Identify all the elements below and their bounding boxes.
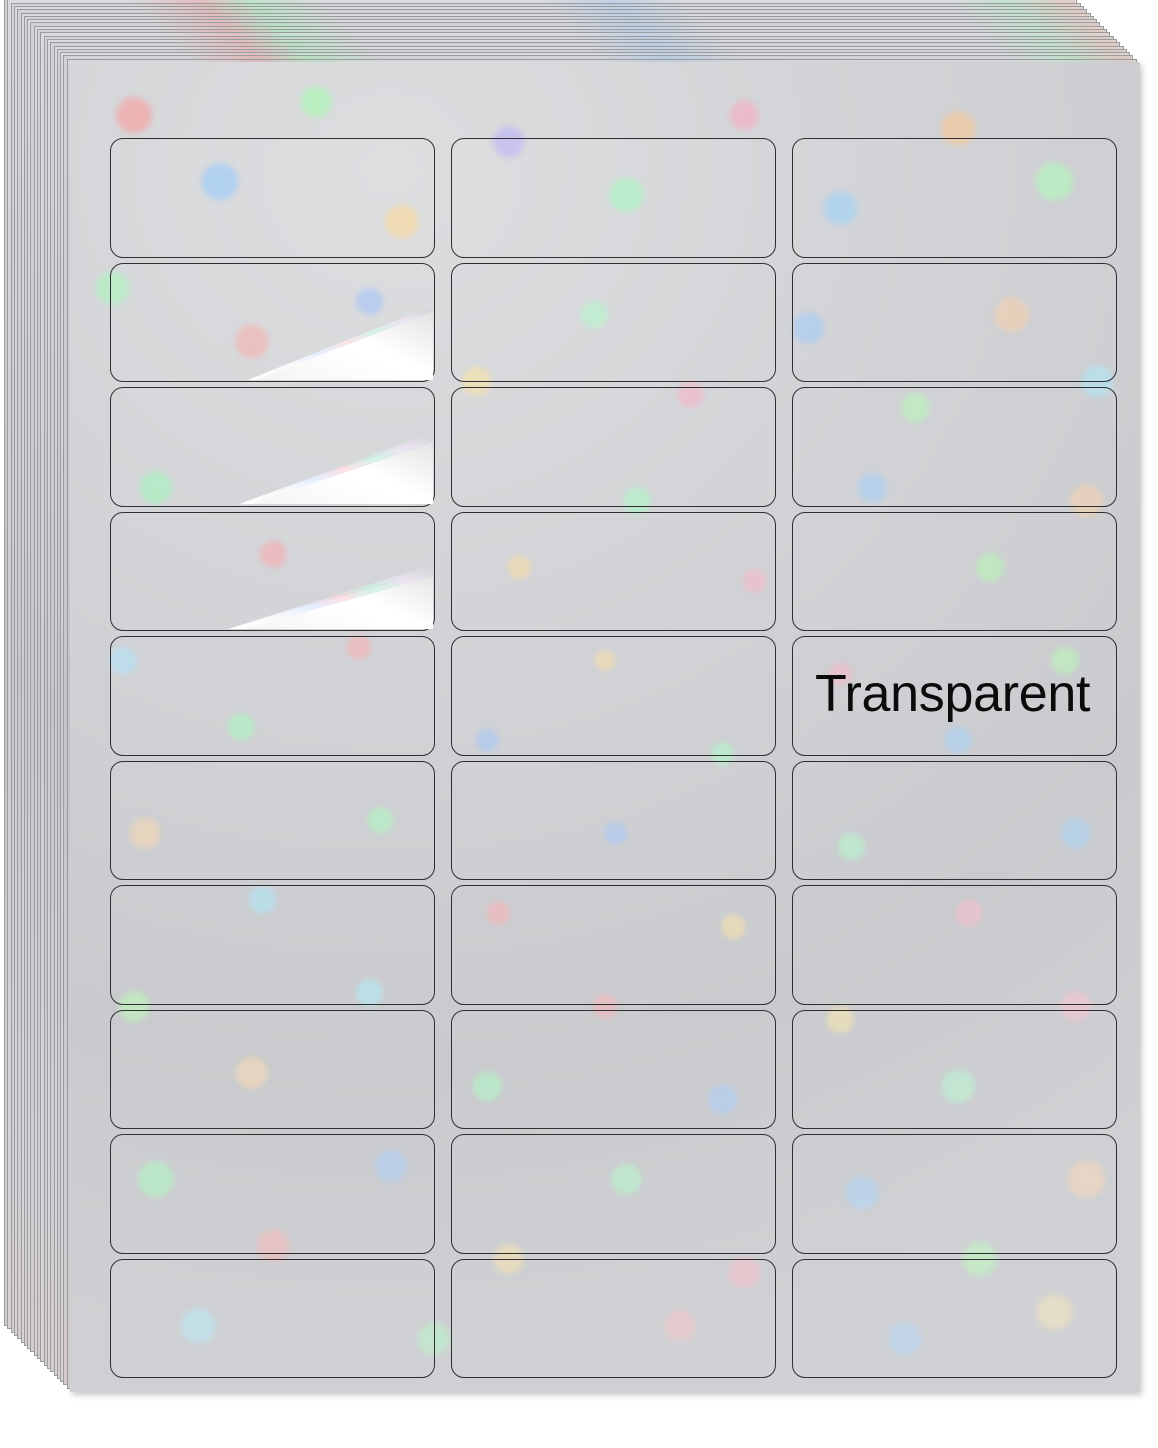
label-cell[interactable] (792, 885, 1117, 1005)
label-cell[interactable] (451, 885, 776, 1005)
label-cell[interactable] (451, 1258, 776, 1378)
label-cell[interactable] (110, 1134, 435, 1254)
label-cell[interactable] (110, 1009, 435, 1129)
label-cell[interactable] (451, 138, 776, 258)
label-cell[interactable] (110, 138, 435, 258)
label-cell[interactable] (110, 511, 435, 631)
label-cell[interactable]: Transparent (792, 636, 1117, 756)
label-cell[interactable] (451, 262, 776, 382)
label-cell[interactable] (792, 1258, 1117, 1378)
label-cell[interactable] (110, 636, 435, 756)
label-cell[interactable] (110, 885, 435, 1005)
top-label-sheet: Transparent (70, 62, 1140, 1392)
label-cell[interactable] (792, 760, 1117, 880)
label-cell[interactable] (110, 760, 435, 880)
label-cell[interactable] (451, 387, 776, 507)
label-cell[interactable] (451, 511, 776, 631)
label-caption: Transparent (815, 665, 1091, 723)
label-cell[interactable] (792, 138, 1117, 258)
label-cell[interactable] (451, 760, 776, 880)
label-cell[interactable] (792, 262, 1117, 382)
label-cell[interactable] (451, 1009, 776, 1129)
label-cell[interactable] (792, 1134, 1117, 1254)
label-cell[interactable] (451, 1134, 776, 1254)
label-grid: Transparent (110, 138, 1117, 1378)
label-cell[interactable] (451, 636, 776, 756)
label-cell[interactable] (110, 1258, 435, 1378)
label-cell[interactable] (792, 387, 1117, 507)
label-cell[interactable] (792, 511, 1117, 631)
label-cell[interactable] (110, 262, 435, 382)
label-cell[interactable] (110, 387, 435, 507)
label-cell[interactable] (792, 1009, 1117, 1129)
